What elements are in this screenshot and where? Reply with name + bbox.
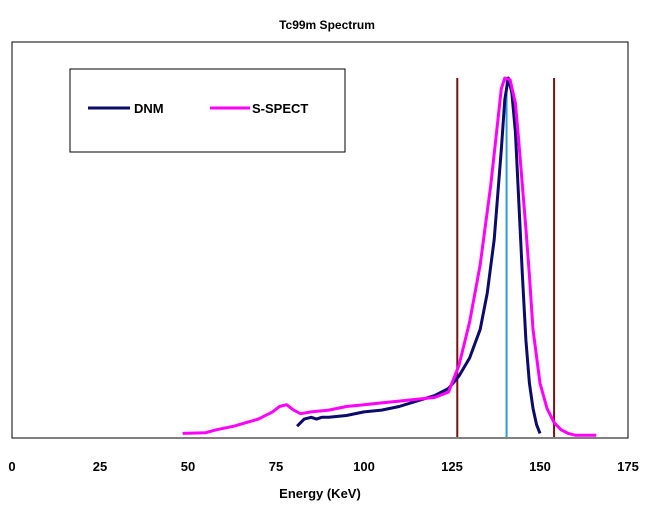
x-tick-label: 0 — [8, 459, 15, 474]
x-tick-label: 75 — [269, 459, 283, 474]
x-tick-label: 150 — [529, 459, 551, 474]
legend: DNM S-SPECT — [69, 68, 346, 153]
series-line-dnm — [296, 76, 542, 434]
x-axis-label: Energy (KeV) — [279, 486, 361, 501]
legend-box — [69, 68, 346, 153]
chart-title: Tc99m Spectrum — [279, 18, 375, 32]
x-tick-label: 100 — [353, 459, 375, 474]
x-axis-ticks: 0 25 50 75 100 125 150 175 — [8, 459, 638, 474]
legend-label-dnm: DNM — [134, 101, 164, 116]
series-lines — [182, 76, 597, 437]
x-tick-label: 125 — [441, 459, 463, 474]
x-tick-label: 175 — [617, 459, 639, 474]
x-tick-label: 50 — [181, 459, 195, 474]
series-line-s-spect — [182, 76, 597, 437]
legend-label-s-spect: S-SPECT — [252, 101, 308, 116]
x-tick-label: 25 — [93, 459, 107, 474]
